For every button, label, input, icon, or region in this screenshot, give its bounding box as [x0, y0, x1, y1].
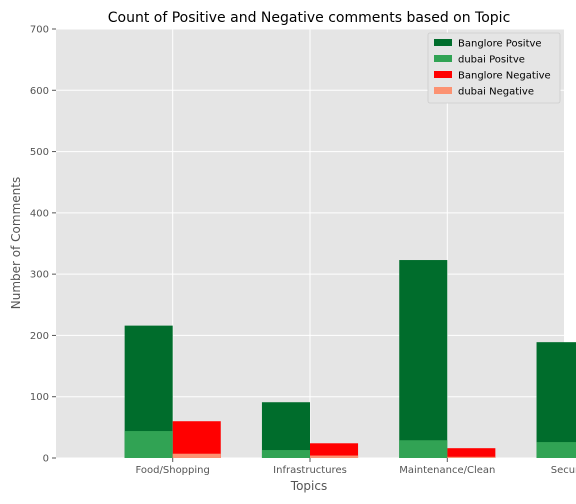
- y-tick-label: 200: [30, 331, 49, 342]
- x-tick-label: Infrastructures: [273, 465, 347, 476]
- bar-dubai-positve-food-shopping: [124, 431, 173, 458]
- bars: [124, 260, 576, 458]
- legend: Banglore Positve dubai Positve Banglore Ne…: [427, 32, 561, 104]
- y-tick-label: 600: [30, 86, 49, 97]
- y-tick-label: 700: [30, 25, 49, 36]
- bar-banglore-positve-infrastructures: [261, 402, 310, 458]
- legend-label: dubai Negative: [458, 87, 534, 98]
- y-tick-label: 300: [30, 270, 49, 281]
- legend-swatch: [434, 87, 452, 94]
- bar-dubai-negative-infrastructures: [310, 455, 359, 458]
- y-tick-label: 500: [30, 147, 49, 158]
- chart-title: Count of Positive and Negative comments …: [108, 10, 511, 26]
- bar-banglore-positve-maintenance-clean: [399, 260, 448, 458]
- x-tick-label: Security/Staff: [551, 465, 576, 476]
- bar-dubai-positve-maintenance-clean: [399, 440, 448, 458]
- y-axis: 0 100 200 300 400 500 600 700: [30, 25, 56, 465]
- bar-dubai-negative-food-shopping: [172, 453, 221, 458]
- y-tick-label: 400: [30, 208, 49, 219]
- y-tick-label: 0: [43, 454, 49, 465]
- legend-swatch: [434, 71, 452, 78]
- y-tick-label: 100: [30, 392, 49, 403]
- legend-frame: [427, 32, 561, 104]
- bar-dubai-positve-infrastructures: [261, 450, 310, 458]
- bar-dubai-positve-security-staff: [536, 442, 576, 458]
- legend-label: Banglore Negative: [458, 71, 551, 82]
- bar-banglore-positve-security-staff: [536, 342, 576, 458]
- x-axis-label: Topics: [290, 479, 327, 493]
- x-axis: Food/Shopping Infrastructures Maintenance/…: [136, 458, 576, 476]
- bar-banglore-negative-maintenance-clean: [447, 448, 496, 458]
- bar-banglore-negative-infrastructures: [310, 443, 359, 458]
- bar-banglore-negative-food-shopping: [172, 421, 221, 458]
- x-tick-label: Maintenance/Clean: [399, 465, 495, 476]
- x-tick-label: Food/Shopping: [136, 465, 210, 476]
- legend-swatch: [434, 39, 452, 46]
- legend-label: dubai Positve: [458, 55, 525, 66]
- legend-swatch: [434, 55, 452, 62]
- bar-dubai-negative-maintenance-clean: [447, 456, 496, 458]
- legend-label: Banglore Positve: [458, 39, 542, 50]
- y-axis-label: Number of Comments: [9, 177, 23, 309]
